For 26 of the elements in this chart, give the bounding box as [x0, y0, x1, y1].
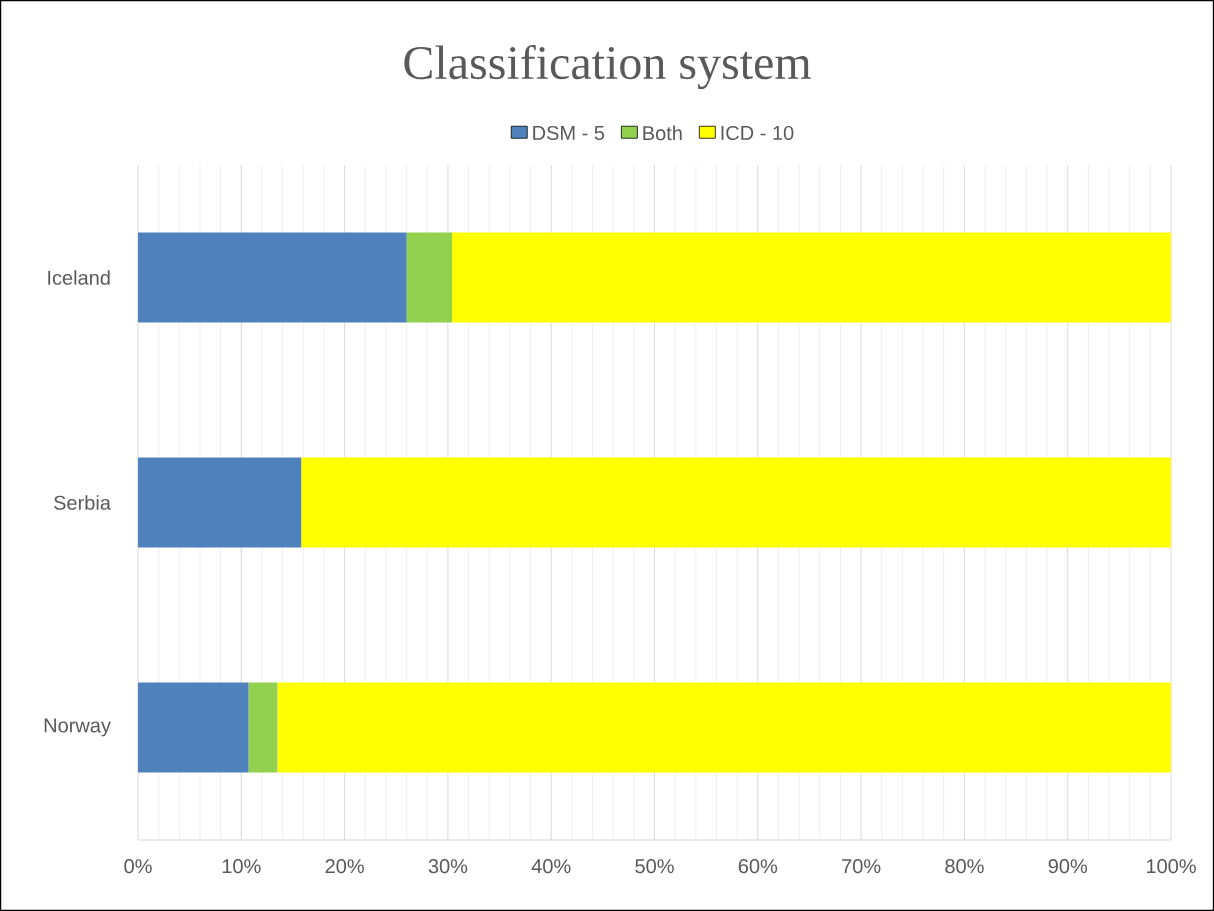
y-tick-label: Iceland [48, 270, 110, 285]
x-tick-label: 70% [842, 859, 881, 874]
chart-title: Classification system [404, 44, 811, 90]
bar [138, 457, 302, 548]
bar [248, 682, 278, 773]
y-tick-label: Serbia [54, 495, 111, 510]
bar [301, 457, 1172, 548]
y-tick-label: Norway [44, 718, 111, 737]
x-tick-label: 90% [1048, 859, 1088, 874]
bar [406, 232, 453, 323]
bar [138, 682, 249, 773]
x-tick-label: 60% [738, 859, 778, 874]
x-tick-label: 40% [531, 859, 571, 874]
x-tick-label: 100% [1146, 859, 1196, 874]
x-tick-label: 20% [325, 859, 364, 874]
bar [452, 232, 1172, 323]
x-tick-label: 10% [222, 859, 261, 874]
x-tick-label: 30% [428, 859, 468, 874]
bar [138, 232, 407, 323]
x-tick-label: 0% [124, 859, 152, 874]
legend-label: Both [643, 125, 682, 141]
x-tick-label: 50% [635, 859, 674, 874]
legend-label: ICD - 10 [721, 125, 794, 141]
x-tick-label: 80% [945, 859, 984, 874]
bar [277, 682, 1172, 773]
legend-label: DSM - 5 [533, 125, 605, 141]
